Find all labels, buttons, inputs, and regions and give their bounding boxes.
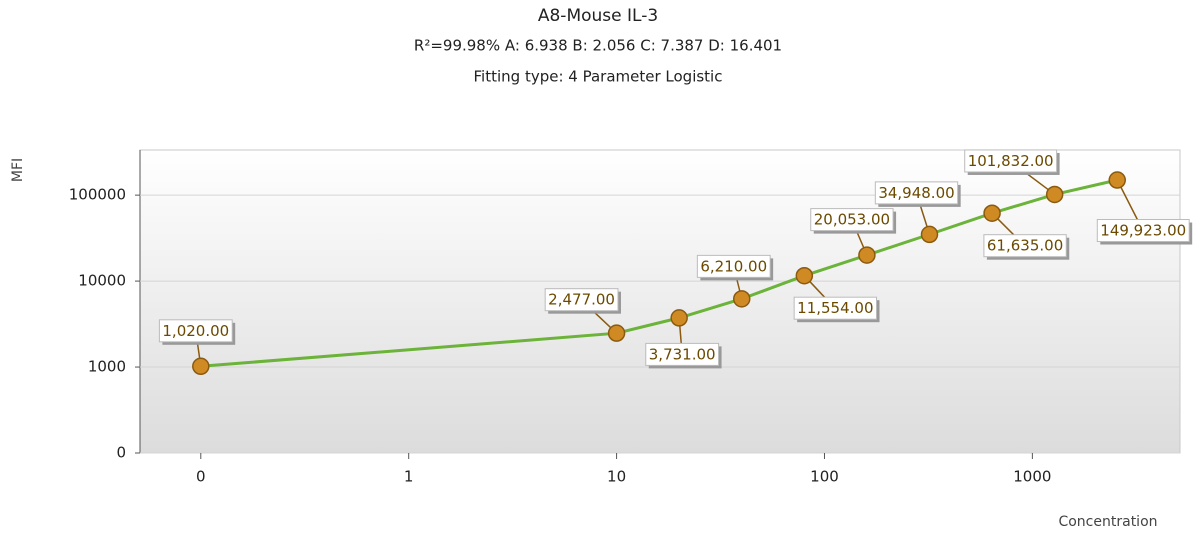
data-label: 20,053.00 [810,208,897,234]
series-line [200,178,1118,368]
data-label: 6,210.00 [696,254,774,281]
label-box [964,149,1058,173]
y-tick-label: 1000 [88,358,126,376]
label-box [874,181,959,205]
data-label: 11,554.00 [793,296,880,323]
data-label-text: 6,210.00 [700,257,767,275]
data-point [795,266,814,285]
chart-subtitle: R²=99.98% A: 6.938 B: 2.056 C: 7.387 D: … [414,37,782,55]
x-axis-title: Concentration [1058,514,1157,530]
data-label-text: 149,923.00 [1100,222,1186,240]
data-point [670,309,688,327]
data-label-text: 2,477.00 [548,291,615,309]
data-label-text: 61,635.00 [987,237,1063,255]
label-box [810,208,894,232]
data-label: 149,923.00 [1096,219,1193,245]
data-label-text: 11,554.00 [797,299,873,317]
data-label: 2,477.00 [544,288,621,314]
label-box [544,288,619,312]
data-point [858,246,876,264]
data-label-text: 101,832.00 [968,152,1054,170]
data-point [607,324,626,342]
data-label-text: 20,053.00 [814,211,890,229]
x-tick-label: 1000 [1013,468,1051,486]
chart-title: A8-Mouse IL-3 [538,6,658,26]
label-box [645,342,720,366]
y-axis-title: MFI [10,158,26,182]
data-label-text: 3,731.00 [649,345,716,363]
x-tick-label: 100 [810,468,839,486]
chart-subtitle: Fitting type: 4 Parameter Logistic [474,68,723,86]
data-point [983,204,1001,222]
data-point [192,357,210,376]
data-label: 1,020.00 [158,319,236,345]
data-label: 3,731.00 [645,342,722,369]
data-point [1045,185,1064,204]
label-box [158,319,233,343]
y-tick-label: 0 [116,444,126,462]
x-tick-label: 1 [404,468,414,486]
data-label-text: 1,020.00 [162,322,229,340]
data-label: 34,948.00 [874,181,961,207]
data-point [1108,171,1126,189]
plot-area [139,149,1181,454]
label-box [793,296,878,320]
data-point [732,290,751,308]
data-label: 61,635.00 [983,234,1070,260]
label-box [983,234,1067,258]
x-tick-label: 0 [196,468,206,486]
data-label: 101,832.00 [964,149,1060,175]
y-tick-label: 100000 [69,186,126,204]
y-tick-label: 10000 [78,272,126,290]
label-box [1096,219,1190,243]
data-point [920,225,939,244]
x-tick-label: 10 [607,468,626,486]
data-label-text: 34,948.00 [878,184,954,202]
label-box [696,254,771,278]
